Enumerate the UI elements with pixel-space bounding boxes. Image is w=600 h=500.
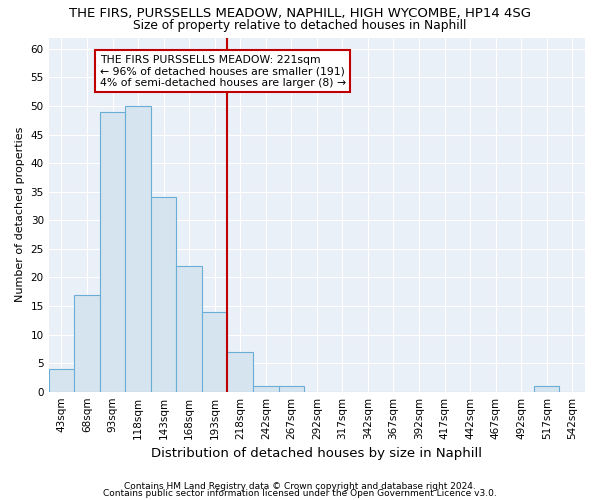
Bar <box>100 112 125 392</box>
Bar <box>125 106 151 392</box>
Y-axis label: Number of detached properties: Number of detached properties <box>15 127 25 302</box>
Bar <box>278 386 304 392</box>
Text: THE FIRS PURSSELLS MEADOW: 221sqm
← 96% of detached houses are smaller (191)
4% : THE FIRS PURSSELLS MEADOW: 221sqm ← 96% … <box>100 54 346 88</box>
Bar <box>202 312 227 392</box>
Text: Contains public sector information licensed under the Open Government Licence v3: Contains public sector information licen… <box>103 488 497 498</box>
Bar <box>49 369 74 392</box>
Bar <box>253 386 278 392</box>
X-axis label: Distribution of detached houses by size in Naphill: Distribution of detached houses by size … <box>151 447 482 460</box>
Bar <box>534 386 559 392</box>
Text: THE FIRS, PURSSELLS MEADOW, NAPHILL, HIGH WYCOMBE, HP14 4SG: THE FIRS, PURSSELLS MEADOW, NAPHILL, HIG… <box>69 8 531 20</box>
Bar <box>151 198 176 392</box>
Text: Size of property relative to detached houses in Naphill: Size of property relative to detached ho… <box>133 18 467 32</box>
Bar <box>176 266 202 392</box>
Bar <box>227 352 253 392</box>
Text: Contains HM Land Registry data © Crown copyright and database right 2024.: Contains HM Land Registry data © Crown c… <box>124 482 476 491</box>
Bar <box>74 294 100 392</box>
